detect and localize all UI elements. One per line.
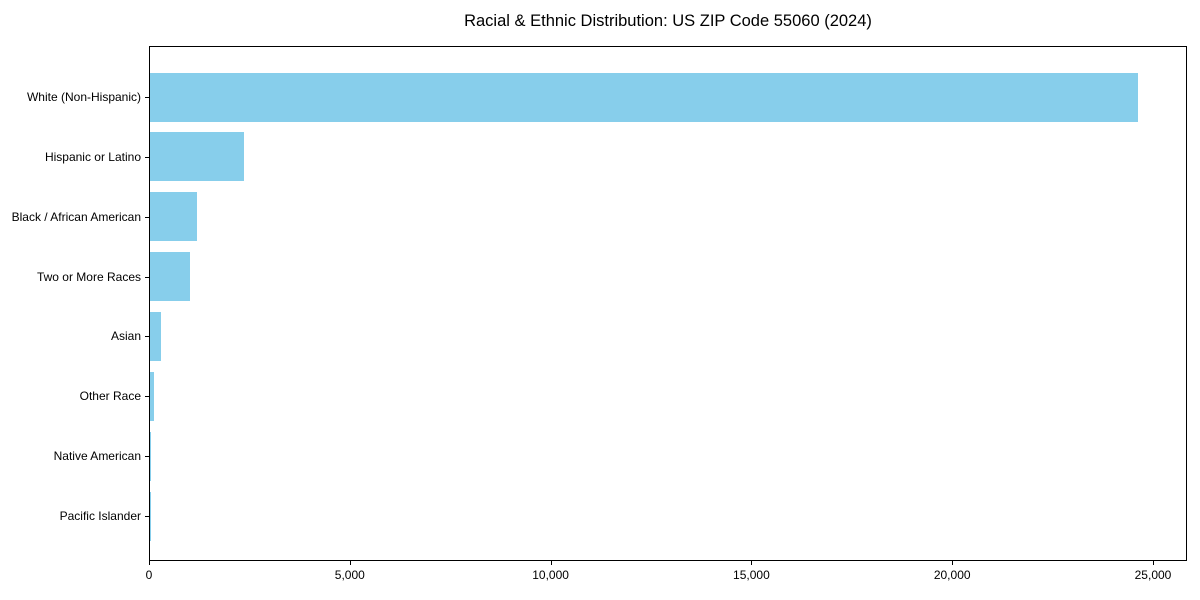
plot-area [149,46,1187,561]
x-tick-label: 10,000 [532,568,569,582]
y-tick [145,396,149,398]
bar [150,311,161,361]
x-tick [952,561,954,565]
chart-title: Racial & Ethnic Distribution: US ZIP Cod… [464,12,872,30]
bar [150,371,154,421]
x-tick-label: 25,000 [1134,568,1172,582]
y-tick [145,276,149,278]
y-tick [145,336,149,338]
y-tick [145,456,149,458]
x-tick-label: 15,000 [733,568,770,582]
x-tick-label: 20,000 [933,568,971,582]
bar [150,132,245,182]
bar [150,252,191,302]
y-axis-label: Native American [53,449,141,464]
x-tick [751,561,753,565]
bar [150,192,197,242]
x-tick [550,561,552,565]
y-tick [145,156,149,158]
y-axis-label: Other Race [79,389,141,404]
bar [150,72,1138,122]
y-tick [145,97,149,98]
y-axis-label: Asian [110,329,141,344]
bar [150,431,152,481]
y-axis-label: White (Non-Hispanic) [26,90,141,104]
y-axis-label: Pacific Islander [59,509,141,523]
y-axis-label: Black / African American [11,209,141,224]
x-tick [1152,561,1154,565]
x-tick-label: 0 [145,568,153,582]
x-tick-label: 5,000 [334,568,365,582]
y-tick [145,516,149,517]
y-axis-label: Hispanic or Latino [44,149,141,164]
y-tick [145,216,149,218]
y-axis-label: Two or More Races [36,269,141,284]
x-tick [149,561,150,565]
x-tick [349,561,351,565]
